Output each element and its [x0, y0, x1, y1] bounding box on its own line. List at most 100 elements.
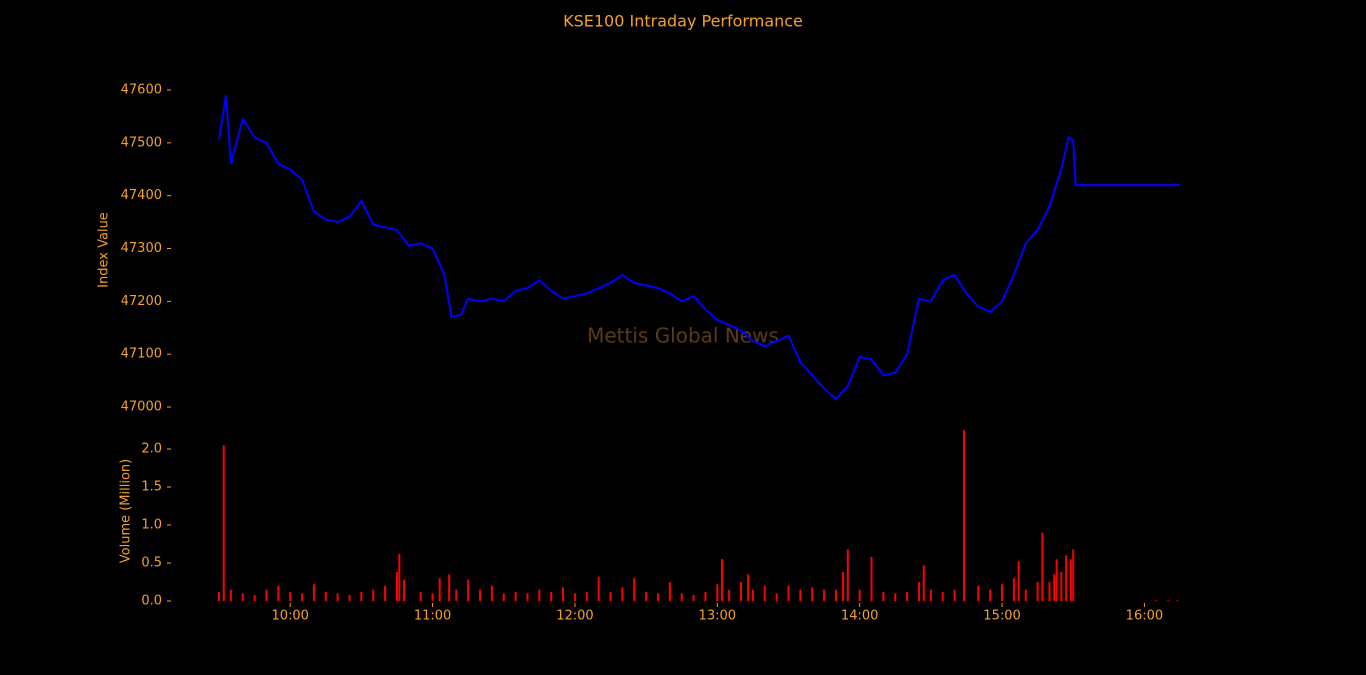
x-tick-label: 16:00	[1126, 609, 1163, 624]
volume-bar	[360, 591, 363, 601]
volume-bar	[336, 593, 339, 601]
volume-bar	[1053, 574, 1056, 601]
volume-bar	[467, 579, 470, 601]
volume-bar	[1060, 572, 1063, 601]
volume-bar	[1072, 549, 1075, 601]
volume-bar	[289, 591, 292, 601]
chart-title: KSE100 Intraday Performance	[563, 12, 803, 31]
volume-bar	[963, 430, 966, 601]
volume-bar	[490, 585, 493, 601]
y-tick-label: 47300	[121, 241, 162, 256]
volume-bar	[597, 576, 600, 601]
volume-bar	[348, 594, 351, 601]
volume-bar	[922, 565, 925, 601]
y-tick-label: 47200	[121, 294, 162, 309]
volume-bar	[372, 589, 375, 601]
volume-bar	[265, 589, 268, 601]
volume-bar	[858, 589, 861, 601]
volume-bar	[842, 572, 845, 601]
volume-bar	[728, 589, 731, 601]
volume-bar	[479, 589, 482, 601]
volume-bar	[550, 591, 553, 601]
volume-bar	[277, 585, 280, 601]
index-line	[218, 95, 1180, 401]
volume-bar	[977, 585, 980, 601]
volume-bar	[775, 593, 778, 601]
volume-bar	[312, 584, 315, 601]
volume-bar	[1024, 589, 1027, 601]
y-axis-label: Index Value	[97, 212, 112, 288]
x-tick-label: 12:00	[556, 609, 593, 624]
volume-bar	[668, 582, 671, 601]
volume-bar	[747, 574, 750, 601]
volume-bar	[953, 589, 956, 601]
volume-bar	[218, 591, 220, 601]
volume-bar	[1012, 578, 1015, 601]
x-tick-label: 11:00	[414, 609, 451, 624]
volume-bar	[870, 556, 873, 601]
y-tick-label: 0.5	[141, 556, 162, 571]
volume-bar	[562, 587, 565, 601]
y-tick-label: 47100	[121, 347, 162, 362]
volume-bar	[721, 559, 724, 601]
volume-bar	[1155, 600, 1158, 601]
volume-bar	[1065, 555, 1068, 601]
volume-bar	[692, 594, 695, 601]
volume-bar	[222, 445, 225, 601]
volume-bar	[633, 578, 636, 601]
volume-bar	[787, 585, 790, 601]
x-tick-label: 13:00	[699, 609, 736, 624]
volume-bar	[431, 593, 434, 601]
volume-bar	[989, 589, 992, 601]
volume-bar	[846, 549, 849, 601]
volume-bar	[455, 589, 458, 601]
y-tick-label: 2.0	[141, 442, 162, 457]
volume-bar	[514, 591, 517, 601]
volume-bar	[585, 591, 588, 601]
volume-bar	[403, 579, 406, 601]
volume-bar	[680, 593, 683, 601]
volume-bar	[906, 591, 909, 601]
volume-bar	[526, 593, 529, 601]
volume-bar	[740, 582, 743, 601]
volume-bar	[398, 553, 401, 601]
volume-bar	[1069, 559, 1072, 601]
volume-bar	[1041, 532, 1044, 601]
y-tick-label: 47600	[121, 82, 162, 97]
volume-bar	[609, 591, 612, 601]
volume-bar	[438, 578, 441, 601]
volume-bar	[894, 593, 897, 601]
volume-bar	[929, 589, 932, 601]
watermark: Mettis Global News	[587, 324, 779, 348]
volume-bar	[823, 589, 826, 601]
volume-bar	[419, 591, 422, 601]
volume-bar	[917, 582, 920, 601]
volume-bar	[1017, 561, 1020, 601]
y-tick-label: 47500	[121, 135, 162, 150]
volume-bar	[1055, 559, 1058, 601]
y-tick-label: 47400	[121, 188, 162, 203]
volume-bar	[229, 589, 232, 601]
volume-bar	[324, 591, 327, 601]
volume-bar	[882, 591, 885, 601]
y-tick-label: 47000	[121, 400, 162, 415]
volume-bar	[301, 593, 304, 601]
volume-bar	[704, 591, 707, 601]
x-tick-label: 15:00	[983, 609, 1020, 624]
y-tick-label: 1.0	[141, 518, 162, 533]
volume-bar	[1167, 600, 1170, 601]
volume-bar	[763, 585, 766, 601]
y-tick-label: 0.0	[141, 594, 162, 609]
volume-bar	[621, 587, 624, 601]
volume-bar	[1001, 584, 1004, 601]
y-axis-label: Volume (Million)	[119, 459, 134, 563]
volume-bar	[538, 589, 541, 601]
volume-bar	[1176, 600, 1179, 601]
volume-bar	[395, 572, 398, 601]
y-tick-label: 1.5	[141, 480, 162, 495]
volume-bar	[645, 591, 648, 601]
volume-bar	[751, 589, 754, 601]
volume-bar	[448, 574, 451, 601]
